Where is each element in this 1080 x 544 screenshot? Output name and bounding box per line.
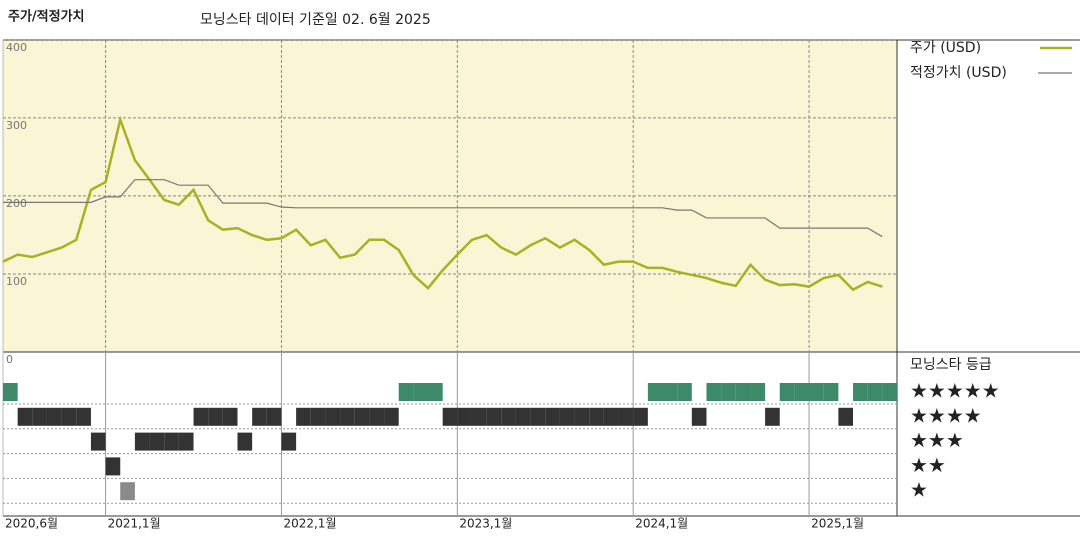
rating-bar xyxy=(3,383,18,401)
rating-bar xyxy=(369,407,385,426)
rating-bar xyxy=(838,407,854,426)
rating-bar xyxy=(32,407,47,426)
rating-bar xyxy=(721,383,736,401)
y-tick-label: 300 xyxy=(6,119,27,132)
legend-label: 주가 (USD) xyxy=(910,40,981,56)
rating-bar xyxy=(501,407,516,426)
rating-bar xyxy=(515,407,531,426)
rating-bar xyxy=(559,407,575,426)
rating-bar xyxy=(428,383,443,401)
rating-bar xyxy=(882,383,897,401)
rating-bar xyxy=(647,383,663,401)
rating-bar xyxy=(340,407,355,426)
y-tick-label: 0 xyxy=(6,353,13,366)
rating-bar xyxy=(208,407,223,426)
chart-title: 주가/적정가치 xyxy=(8,9,85,25)
rating-bar xyxy=(750,383,766,401)
rating-bar xyxy=(662,383,678,401)
rating-label: ★★★★★ xyxy=(910,379,1000,403)
rating-label: ★★★★ xyxy=(910,403,982,427)
x-tick-label: 2021,1월 xyxy=(108,517,161,531)
rating-bar xyxy=(252,407,267,426)
rating-bar xyxy=(222,407,238,426)
rating-bar xyxy=(120,482,135,501)
rating-bar xyxy=(853,383,868,401)
rating-bar xyxy=(545,407,560,426)
rating-bar xyxy=(237,432,253,451)
rating-bar xyxy=(266,407,282,426)
series-line xyxy=(3,179,883,238)
rating-bar xyxy=(574,407,590,426)
rating-bar xyxy=(706,383,722,401)
y-tick-label: 200 xyxy=(6,197,27,210)
rating-bar xyxy=(823,383,839,401)
y-tick-label: 400 xyxy=(6,41,27,54)
rating-bar xyxy=(471,407,487,426)
x-tick-label: 2023,1월 xyxy=(459,517,512,531)
rating-bar xyxy=(809,383,824,401)
y-tick-label: 100 xyxy=(6,275,27,288)
chart-subtitle: 모닝스타 데이터 기준일 02. 6월 2025 xyxy=(200,12,431,28)
rating-bar xyxy=(61,407,77,426)
rating-label: ★ xyxy=(910,478,928,502)
rating-label: ★★ xyxy=(910,453,946,477)
rating-bar xyxy=(691,407,707,426)
rating-bar xyxy=(618,407,634,426)
rating-bar xyxy=(76,407,91,426)
rating-title: 모닝스타 등급 xyxy=(910,357,992,373)
rating-bar xyxy=(325,407,341,426)
rating-bar xyxy=(442,407,458,426)
rating-bar xyxy=(164,432,179,451)
rating-bar xyxy=(779,383,795,401)
x-tick-label: 2020,6월 xyxy=(5,517,58,531)
rating-bar xyxy=(633,407,648,426)
rating-bar xyxy=(384,407,399,426)
rating-bar xyxy=(90,432,106,451)
rating-bar xyxy=(149,432,165,451)
rating-bar xyxy=(354,407,370,426)
rating-bar xyxy=(281,432,297,451)
rating-bar xyxy=(178,432,194,451)
rating-bar xyxy=(457,407,472,426)
rating-bar xyxy=(589,407,604,426)
rating-bar xyxy=(134,432,150,451)
rating-bar xyxy=(193,407,209,426)
rating-bar xyxy=(310,407,326,426)
rating-bar xyxy=(794,383,810,401)
rating-bar xyxy=(486,407,502,426)
rating-bar xyxy=(398,383,414,401)
rating-bar xyxy=(603,407,619,426)
rating-bar xyxy=(677,383,692,401)
rating-bar xyxy=(735,383,751,401)
rating-bar xyxy=(105,457,121,476)
rating-bar xyxy=(17,407,33,426)
rating-bar xyxy=(530,407,546,426)
rating-bar xyxy=(46,407,62,426)
rating-label: ★★★ xyxy=(910,428,964,452)
x-tick-label: 2024,1월 xyxy=(635,517,688,531)
rating-bar xyxy=(867,383,883,401)
rating-bar xyxy=(413,383,429,401)
x-tick-label: 2022,1월 xyxy=(283,517,336,531)
legend-label: 적정가치 (USD) xyxy=(910,65,1007,81)
rating-bar xyxy=(765,407,780,426)
x-tick-label: 2025,1월 xyxy=(811,517,864,531)
rating-bar xyxy=(296,407,311,426)
